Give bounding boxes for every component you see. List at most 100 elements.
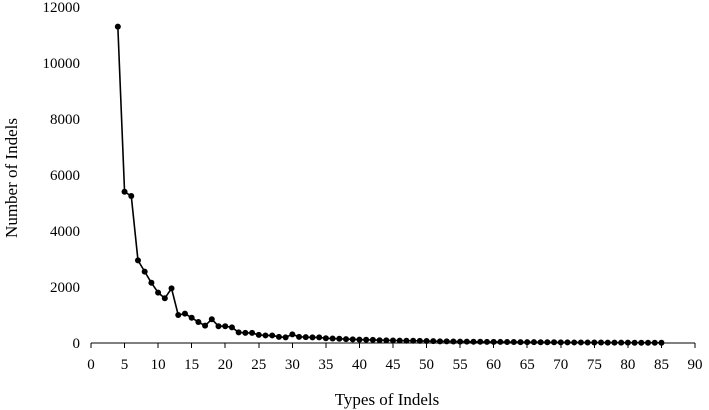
- x-tick-label: 70: [553, 357, 568, 373]
- data-point: [450, 338, 457, 345]
- data-point: [376, 337, 383, 344]
- data-point: [195, 319, 202, 325]
- data-point: [275, 333, 282, 340]
- x-tick-label: 20: [218, 357, 233, 373]
- y-axis-title: Number of Indels: [2, 118, 21, 238]
- data-points: [114, 23, 665, 346]
- x-tick-label: 75: [587, 357, 602, 373]
- data-point: [302, 334, 309, 341]
- y-tick-label: 8000: [50, 112, 80, 128]
- data-point: [504, 338, 511, 345]
- x-tick-label: 15: [184, 357, 199, 373]
- data-point: [282, 334, 289, 341]
- data-point: [524, 339, 531, 346]
- data-point: [296, 333, 303, 340]
- y-tick-label: 2000: [50, 280, 80, 296]
- data-point: [255, 331, 262, 338]
- data-point: [349, 336, 356, 343]
- data-point: [128, 193, 135, 199]
- data-point: [329, 335, 336, 342]
- data-point: [175, 312, 182, 318]
- data-point: [604, 339, 611, 346]
- data-point: [490, 338, 497, 345]
- data-point: [242, 329, 249, 336]
- data-point: [289, 331, 296, 338]
- x-tick-label: 55: [453, 357, 468, 373]
- data-point: [155, 289, 162, 296]
- x-tick-label: 85: [654, 357, 669, 373]
- data-point: [363, 336, 370, 343]
- data-point: [148, 279, 155, 286]
- data-point: [591, 339, 598, 346]
- data-point: [134, 257, 141, 264]
- data-point: [322, 335, 329, 342]
- x-tick-label: 40: [352, 357, 367, 373]
- data-point: [416, 337, 423, 344]
- x-tick-label: 0: [87, 357, 95, 373]
- x-tick-label: 65: [520, 357, 535, 373]
- x-tick-label: 80: [620, 357, 635, 373]
- data-point: [571, 339, 578, 346]
- x-tick-label: 5: [121, 357, 129, 373]
- data-point: [510, 339, 517, 346]
- data-point: [430, 338, 437, 345]
- data-point: [443, 338, 450, 345]
- data-point: [390, 337, 396, 344]
- data-point: [584, 339, 591, 346]
- data-point: [262, 332, 269, 339]
- data-point: [544, 339, 551, 346]
- data-point: [356, 336, 363, 343]
- x-tick-label: 50: [419, 357, 434, 373]
- x-tick-label: 10: [151, 357, 166, 373]
- data-point: [618, 339, 625, 346]
- y-tick-label: 12000: [43, 0, 81, 16]
- data-point: [228, 324, 235, 331]
- data-point: [269, 332, 276, 339]
- data-point: [188, 314, 195, 321]
- data-point: [470, 338, 477, 345]
- y-axis-ticks: 0 2000 4000 6000 8000 10000 12000: [43, 0, 81, 352]
- data-point: [396, 337, 403, 344]
- data-point: [141, 268, 148, 275]
- x-axis-ticks: 0 5 10 15 20 25 30 35 40 45 50 55 60 65 70 75 80 85 90: [87, 343, 703, 373]
- data-point: [537, 339, 544, 346]
- x-axis-title: Types of Indels: [335, 390, 440, 409]
- data-point: [645, 339, 652, 346]
- data-point: [222, 323, 229, 330]
- data-point: [383, 337, 390, 344]
- data-point: [564, 339, 571, 346]
- x-tick-label: 30: [285, 357, 300, 373]
- data-point: [410, 337, 417, 344]
- series-line: [117, 26, 662, 344]
- y-tick-label: 10000: [43, 56, 81, 72]
- data-point: [309, 334, 316, 341]
- data-point: [483, 338, 490, 345]
- data-point: [658, 339, 665, 346]
- data-point: [403, 337, 410, 344]
- data-point: [497, 338, 504, 345]
- data-point: [343, 336, 350, 343]
- data-point: [611, 339, 618, 346]
- x-tick-label: 60: [486, 357, 501, 373]
- x-tick-label: 25: [251, 357, 266, 373]
- data-point: [208, 316, 215, 323]
- data-point: [215, 323, 222, 330]
- data-point: [202, 322, 209, 329]
- data-point: [457, 338, 464, 345]
- data-point: [557, 339, 564, 346]
- x-tick-label: 45: [386, 357, 401, 373]
- data-point: [249, 329, 256, 336]
- data-point: [551, 339, 558, 346]
- data-point: [651, 339, 658, 346]
- data-point: [316, 334, 323, 341]
- data-point: [631, 339, 638, 346]
- data-point: [423, 338, 430, 345]
- y-tick-label: 0: [73, 336, 81, 352]
- data-point: [463, 338, 470, 345]
- data-point: [114, 23, 121, 30]
- data-point: [121, 188, 128, 195]
- data-point: [235, 329, 242, 336]
- y-tick-label: 4000: [50, 224, 80, 240]
- data-point: [477, 338, 484, 345]
